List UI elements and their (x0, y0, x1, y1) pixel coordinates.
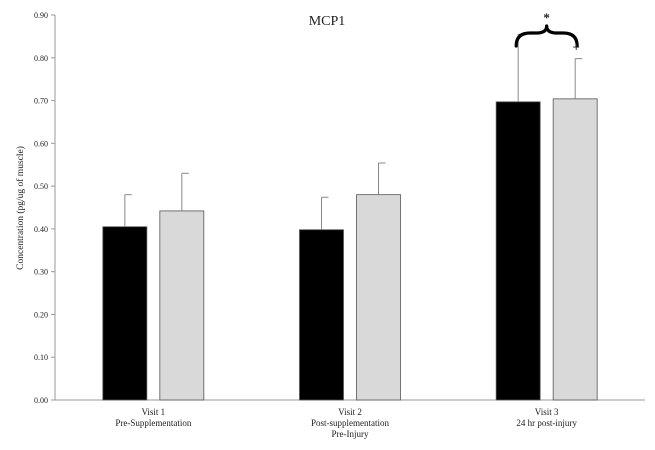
y-tick-label: 0.00 (34, 396, 48, 405)
x-tick-label-line: Pre-Supplementation (115, 418, 191, 428)
x-tick-label-line: Post-supplementation (311, 418, 389, 428)
y-axis-ticks: 0.00 0.10 0.20 0.30 0.40 0.50 0.60 0.70 0.80 0.90 (34, 11, 55, 405)
y-axis-label: Concentration (pg/ug of muscle) (15, 146, 26, 270)
bar (102, 226, 148, 401)
significance-plus: + (572, 40, 579, 55)
x-tick-label: Visit 1 Pre-Supplementation (115, 407, 191, 428)
x-tick-label-line: Visit 3 (535, 407, 559, 417)
y-tick-label: 0.80 (34, 54, 48, 63)
bar (159, 210, 205, 401)
y-tick-label: 0.40 (34, 225, 48, 234)
y-tick-label: 0.70 (34, 97, 48, 106)
error-bars (124, 33, 583, 230)
y-tick-label: 0.20 (34, 310, 48, 319)
x-tick-label-line: Pre-Injury (332, 429, 369, 439)
bar (356, 194, 401, 401)
y-tick-label: 0.60 (34, 139, 48, 148)
bar (552, 98, 598, 401)
x-tick-label-line: 24 hr post-injury (516, 418, 577, 428)
chart-title: MCP1 (309, 14, 346, 29)
x-tick-label: Visit 3 24 hr post-injury (516, 407, 577, 428)
bar (495, 101, 541, 401)
bar-series (102, 98, 598, 401)
x-axis-category-labels: Visit 1 Pre-Supplementation Visit 2 Post-su… (115, 407, 577, 439)
x-tick-label-line: Visit 2 (338, 407, 362, 417)
y-tick-label: 0.90 (34, 11, 48, 20)
x-tick-label-line: Visit 1 (141, 407, 165, 417)
y-tick-label: 0.50 (34, 182, 48, 191)
significance-brace (514, 24, 579, 48)
y-tick-label: 0.30 (34, 268, 48, 277)
y-tick-label: 0.10 (34, 353, 48, 362)
bar (299, 229, 344, 401)
significance-star: * (543, 10, 550, 25)
significance-annotations: * + (514, 10, 580, 55)
x-tick-label: Visit 2 Post-supplementation Pre-Injury (311, 407, 389, 439)
